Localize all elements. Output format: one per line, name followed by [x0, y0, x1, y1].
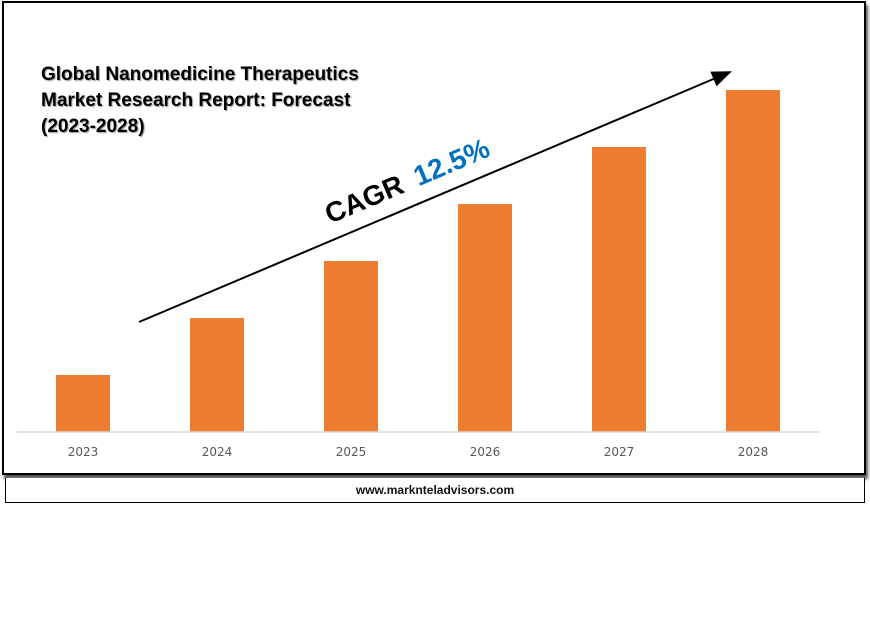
trend-arrow	[138, 71, 732, 323]
bar-2023	[56, 375, 110, 432]
bar-2028	[726, 90, 780, 432]
bar-chart: 2023 2024 2025 2026 2027 2028 CAGR 12.5%	[17, 71, 820, 459]
footer-website: www.marknteladvisors.com	[5, 478, 865, 503]
x-tick-label: 2024	[202, 445, 233, 459]
chart-title: Global Nanomedicine Therapeutics Market …	[41, 64, 359, 137]
bar-2025	[324, 261, 378, 432]
x-tick-label: 2025	[336, 445, 367, 459]
cagr-value: 12.5%	[409, 132, 494, 192]
bar-2024	[190, 318, 244, 432]
bar-2027	[592, 147, 646, 432]
cagr-label: CAGR	[320, 169, 408, 230]
website-text: www.marknteladvisors.com	[355, 483, 515, 497]
x-tick-label: 2027	[604, 445, 635, 459]
x-tick-label: 2028	[738, 445, 769, 459]
x-tick-label: 2026	[470, 445, 501, 459]
bar-2026	[458, 204, 512, 432]
x-tick-label: 2023	[68, 445, 99, 459]
